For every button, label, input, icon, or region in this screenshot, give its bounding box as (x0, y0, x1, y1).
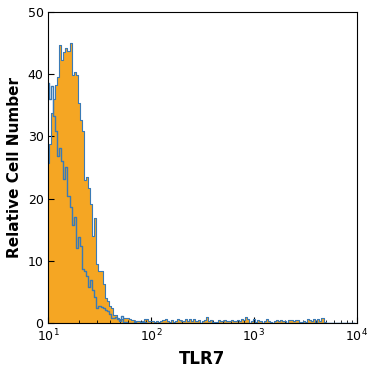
Y-axis label: Relative Cell Number: Relative Cell Number (7, 77, 22, 258)
X-axis label: TLR7: TLR7 (179, 350, 226, 368)
